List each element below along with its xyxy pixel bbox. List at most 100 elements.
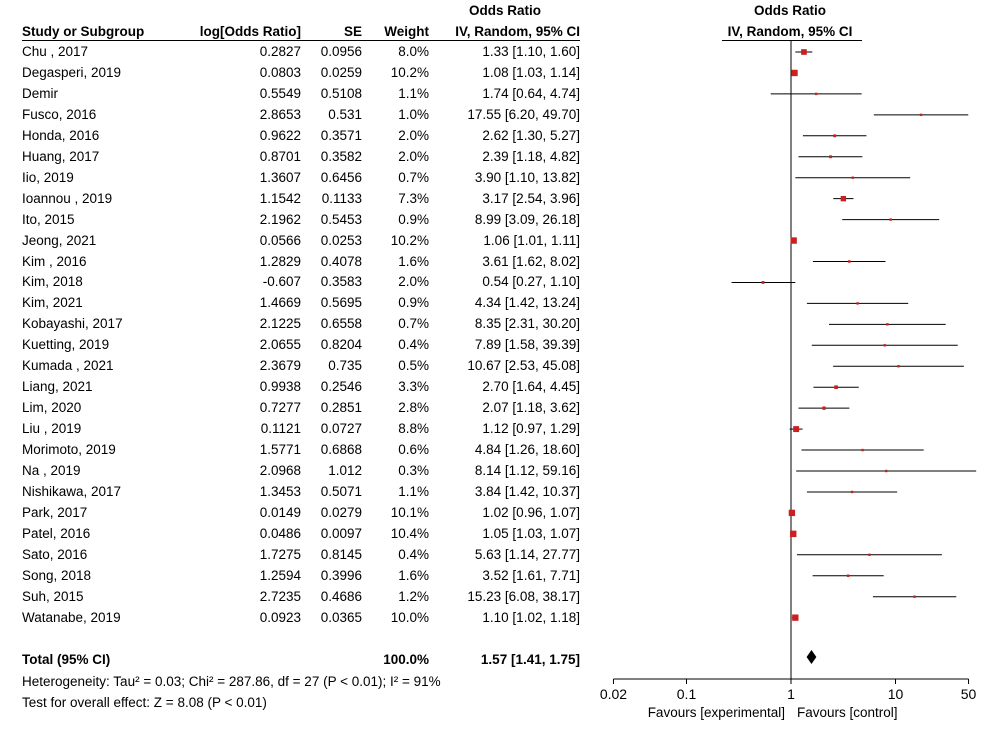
total-ci: 1.57 [1.41, 1.75]	[480, 652, 580, 667]
study-se: 0.5071	[320, 483, 362, 499]
study-name: Honda, 2016	[22, 127, 100, 143]
study-name: Patel, 2016	[22, 525, 91, 541]
point-estimate	[897, 365, 900, 368]
study-weight: 2.0%	[398, 148, 429, 164]
point-estimate	[761, 281, 765, 284]
study-weight: 3.3%	[398, 379, 429, 395]
header-rule-right	[722, 40, 862, 41]
study-ci: 4.84 [1.26, 18.60]	[474, 442, 580, 458]
point-estimate	[814, 92, 818, 96]
study-se: 0.4078	[320, 253, 362, 269]
study-name: Jeong, 2021	[22, 232, 97, 248]
study-logor: 2.0968	[259, 463, 301, 478]
header-study: Study or Subgroup	[22, 24, 145, 39]
header-se: SE	[343, 24, 362, 39]
x-tick-label: 0.1	[677, 686, 697, 702]
study-weight: 7.3%	[398, 190, 429, 206]
study-name: Kim, 2018	[22, 274, 83, 290]
study-ci: 1.10 [1.02, 1.18]	[482, 609, 580, 625]
point-estimate	[791, 69, 798, 77]
point-estimate	[884, 469, 888, 473]
study-name: Song, 2018	[22, 567, 92, 583]
study-name: Kim, 2021	[22, 295, 83, 311]
point-estimate	[861, 448, 864, 452]
study-name: Morimoto, 2019	[22, 442, 116, 458]
study-name: Kuetting, 2019	[22, 337, 110, 353]
study-name: Na , 2019	[22, 463, 81, 478]
study-ci: 7.89 [1.58, 39.39]	[474, 337, 580, 353]
point-estimate	[850, 490, 854, 494]
heterogeneity-text: Heterogeneity: Tau² = 0.03; Chi² = 287.8…	[22, 674, 441, 689]
study-ci: 10.67 [2.53, 45.08]	[467, 358, 580, 374]
study-weight: 0.4%	[398, 546, 429, 562]
study-se: 0.0956	[320, 44, 362, 59]
x-tick-label: 0.02	[600, 686, 627, 702]
point-estimate	[883, 344, 886, 347]
study-weight: 0.9%	[398, 211, 429, 227]
x-tick-label: 10	[888, 686, 904, 702]
study-logor: 2.1225	[259, 316, 301, 332]
study-se: 0.0365	[320, 609, 362, 625]
study-ci: 1.08 [1.03, 1.14]	[482, 64, 580, 80]
study-name: Degasperi, 2019	[22, 64, 122, 80]
study-ci: 4.34 [1.42, 13.24]	[474, 295, 580, 311]
study-se: 0.0097	[320, 525, 362, 541]
study-weight: 0.6%	[398, 442, 429, 458]
study-logor: 2.8653	[259, 106, 301, 122]
study-logor: 1.4669	[259, 295, 301, 311]
study-se: 0.8145	[320, 546, 362, 562]
study-name: Liu , 2019	[22, 421, 82, 437]
study-logor: 0.2827	[259, 44, 301, 59]
study-name: Ito, 2015	[22, 211, 75, 227]
study-weight: 10.1%	[390, 504, 429, 520]
point-estimate	[833, 134, 837, 138]
study-logor: 2.7235	[259, 588, 301, 604]
study-se: 0.1133	[321, 190, 362, 206]
point-estimate	[913, 595, 916, 598]
study-ci: 3.17 [2.54, 3.96]	[482, 190, 580, 206]
study-weight: 1.6%	[398, 567, 429, 583]
favours-control: Favours [control]	[797, 705, 898, 720]
study-ci: 3.84 [1.42, 10.37]	[474, 483, 580, 499]
study-weight: 10.4%	[390, 525, 429, 541]
point-estimate	[856, 302, 859, 305]
total-label: Total (95% CI)	[22, 652, 111, 667]
study-ci: 3.90 [1.10, 13.82]	[474, 169, 580, 185]
study-name: Huang, 2017	[22, 148, 100, 164]
study-weight: 1.0%	[398, 106, 429, 122]
study-se: 0.5453	[320, 211, 362, 227]
study-logor: 0.5549	[259, 85, 301, 101]
point-estimate	[834, 385, 838, 390]
study-name: Park, 2017	[22, 504, 88, 520]
study-se: 0.8204	[320, 337, 362, 353]
study-logor: -0.607	[262, 274, 301, 290]
study-se: 0.5695	[320, 295, 362, 311]
point-estimate	[851, 176, 854, 179]
study-name: Fusco, 2016	[22, 106, 97, 122]
study-weight: 2.0%	[398, 274, 429, 290]
study-logor: 0.9622	[259, 127, 301, 143]
header-plot-method: IV, Random, 95% CI	[727, 24, 853, 39]
x-tick-label: 1	[787, 686, 795, 702]
study-se: 0.5108	[320, 85, 362, 101]
study-weight: 1.1%	[398, 483, 429, 499]
study-se: 0.0253	[320, 232, 362, 248]
study-logor: 0.0486	[259, 525, 301, 541]
study-name: Suh, 2015	[22, 588, 84, 604]
study-se: 0.4686	[320, 588, 362, 604]
study-name: Watanabe, 2019	[22, 609, 121, 625]
study-logor: 2.3679	[259, 358, 301, 374]
point-estimate	[868, 553, 871, 556]
study-logor: 0.0803	[259, 64, 301, 80]
study-weight: 0.9%	[398, 295, 429, 311]
study-logor: 2.1962	[259, 211, 301, 227]
study-se: 0.531	[328, 106, 362, 122]
study-logor: 1.3453	[259, 483, 301, 499]
study-logor: 2.0655	[259, 337, 301, 353]
study-ci: 1.05 [1.03, 1.07]	[482, 525, 580, 541]
study-name: Ioannou , 2019	[22, 190, 113, 206]
study-weight: 1.6%	[398, 253, 429, 269]
study-se: 0.2546	[320, 379, 362, 395]
study-name: Kumada , 2021	[22, 358, 114, 374]
